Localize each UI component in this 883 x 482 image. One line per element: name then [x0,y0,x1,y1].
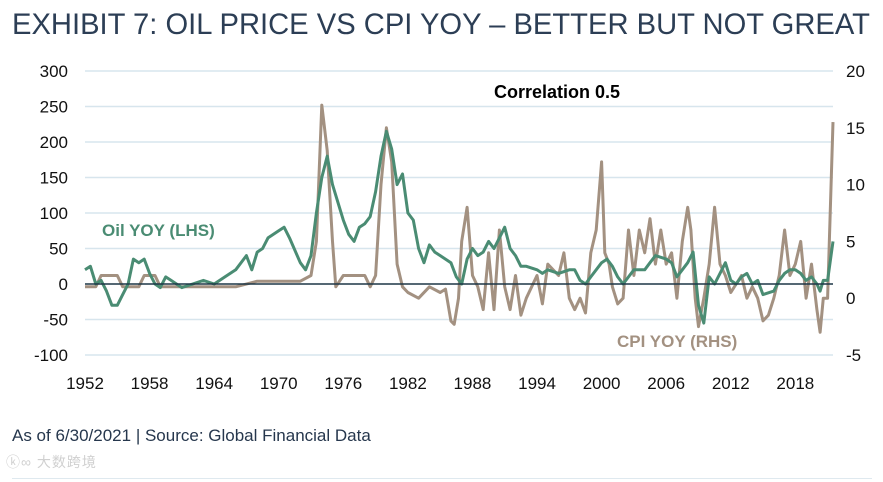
left-tick-label: 250 [40,98,68,117]
correlation-annotation: Correlation 0.5 [494,82,620,102]
x-tick-label: 1964 [195,374,233,393]
x-axis: 1952 1958 1964 1970 1976 1982 1988 1994 2000 2006… [66,374,814,393]
right-tick-label: -5 [846,346,861,365]
right-tick-label: 5 [846,232,855,251]
left-tick-label: 0 [59,275,68,294]
divider [12,478,872,479]
left-tick-label: 50 [49,240,68,259]
right-tick-label: 0 [846,289,855,308]
left-tick-label: 150 [40,169,68,188]
left-tick-label: 300 [40,62,68,81]
right-tick-label: 15 [846,119,865,138]
cpi-yoy-line [85,103,835,334]
watermark: ⓚ∞ 大数跨境 [6,454,97,470]
x-tick-label: 1994 [518,374,556,393]
x-tick-label: 2012 [712,374,750,393]
legend-cpi-label: CPI YOY (RHS) [617,332,737,351]
chart-title: EXHIBIT 7: OIL PRICE VS CPI YOY – BETTER… [12,8,870,41]
oil-yoy-line [84,129,835,325]
left-tick-label: 200 [40,133,68,152]
left-tick-label: -50 [43,311,68,330]
x-tick-label: 2006 [647,374,685,393]
legend-oil-label: Oil YOY (LHS) [102,221,215,240]
watermark-text: 大数跨境 [36,454,97,470]
right-axis: 20 15 10 5 0 -5 [846,62,865,365]
x-tick-label: 1988 [454,374,492,393]
right-tick-label: 10 [846,176,865,195]
x-tick-label: 1976 [324,374,362,393]
x-tick-label: 1958 [131,374,169,393]
x-tick-label: 1982 [389,374,427,393]
gridlines [85,70,833,356]
x-tick-label: 2018 [776,374,814,393]
series-lines [84,103,835,334]
x-tick-label: 1952 [66,374,104,393]
x-tick-label: 1970 [260,374,298,393]
left-tick-label: 100 [40,204,68,223]
source-note: As of 6/30/2021 | Source: Global Financi… [12,426,371,445]
x-tick-label: 2000 [583,374,621,393]
left-tick-label: -100 [34,346,68,365]
left-axis: 300 250 200 150 100 50 0 -50 -100 [34,62,68,365]
right-tick-label: 20 [846,62,865,81]
